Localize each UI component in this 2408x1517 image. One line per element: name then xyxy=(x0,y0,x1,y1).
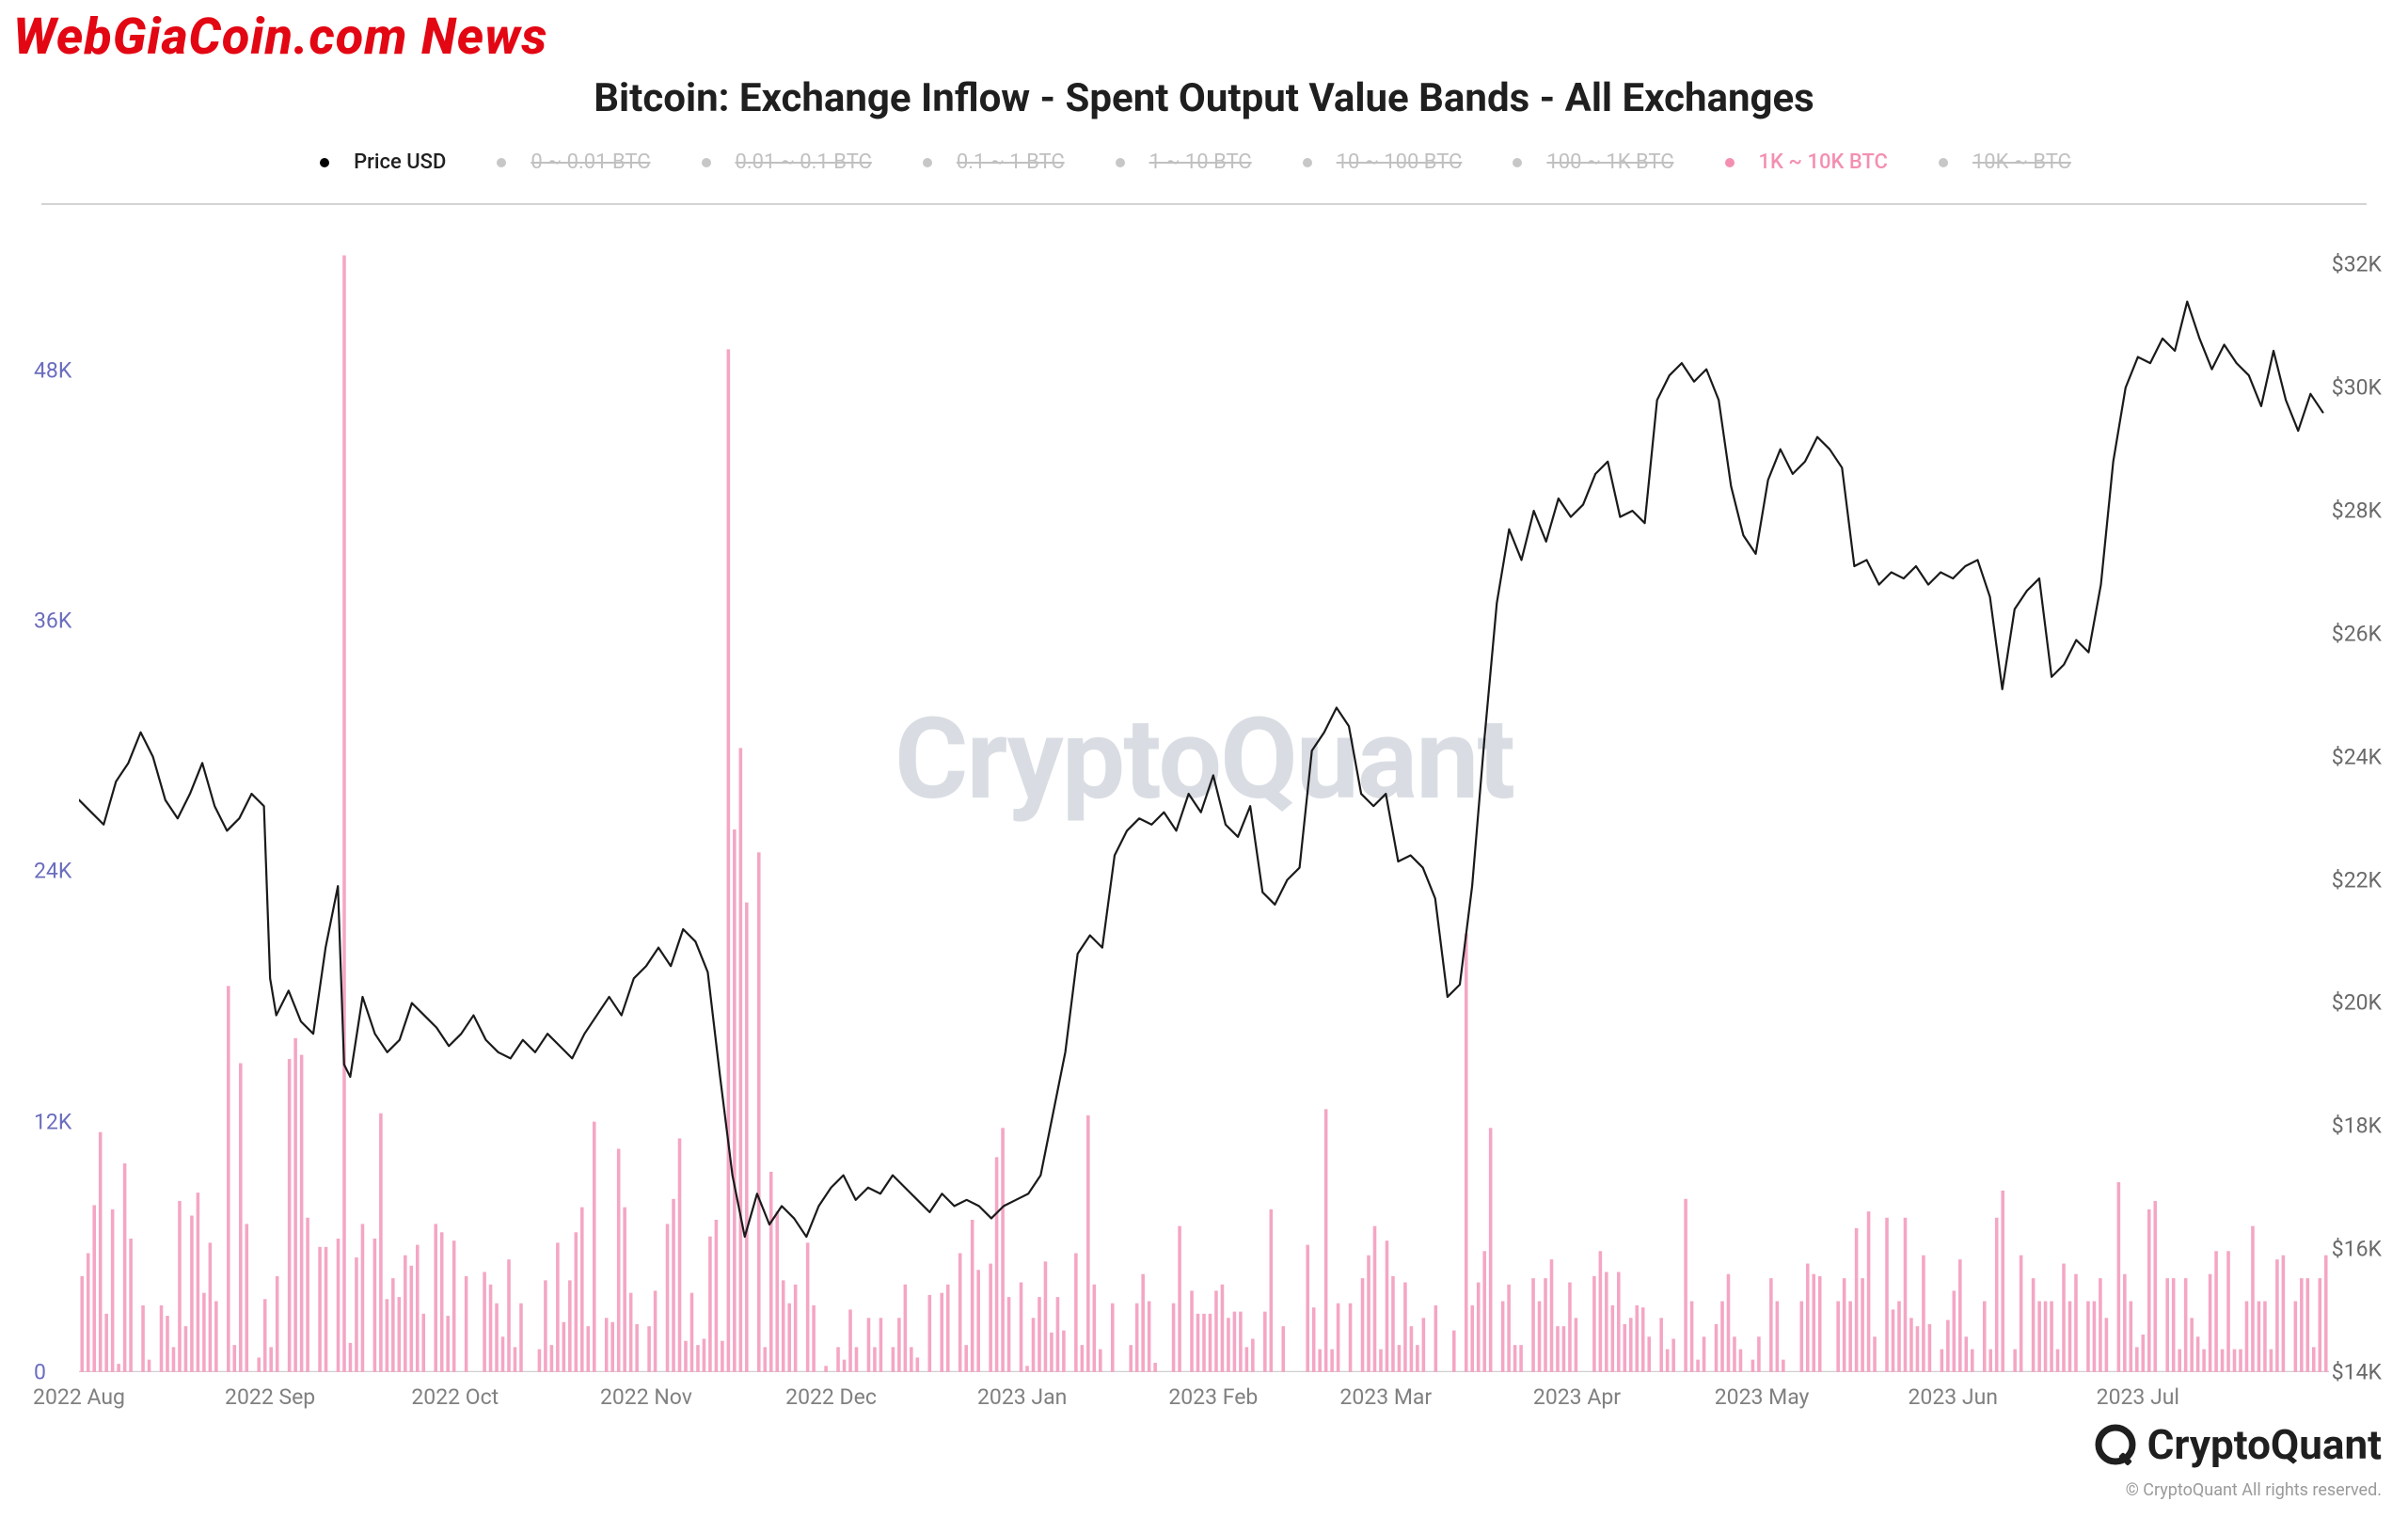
x-tick-label: 2022 Dec xyxy=(785,1384,877,1410)
legend-swatch xyxy=(320,158,329,167)
page-root: WebGiaCoin.com News Bitcoin: Exchange In… xyxy=(0,0,2408,1517)
y-right-tick-label: $24K xyxy=(2332,744,2382,769)
x-tick-label: 2023 May xyxy=(1715,1384,1810,1410)
legend-item[interactable]: 10 ~ 100 BTC xyxy=(1303,150,1480,174)
legend-label: 0.01 ~ 0.1 BTC xyxy=(736,150,872,174)
legend-item[interactable]: Price USD xyxy=(320,150,463,174)
x-tick-label: 2023 Jan xyxy=(977,1384,1067,1410)
y-left-tick-label: 36K xyxy=(34,608,71,633)
legend-label: 1 ~ 10 BTC xyxy=(1149,150,1252,174)
site-heading-text: WebGiaCoin.com News xyxy=(13,8,547,67)
legend-label: 100 ~ 1K BTC xyxy=(1546,150,1673,174)
legend-swatch xyxy=(1939,158,1948,167)
legend-label: 10K ~ BTC xyxy=(1972,150,2071,174)
legend-swatch xyxy=(497,158,506,167)
legend-swatch xyxy=(1116,158,1125,167)
legend-item[interactable]: 10K ~ BTC xyxy=(1939,150,2088,174)
y-right-tick-label: $16K xyxy=(2332,1237,2382,1262)
y-left-tick-label: 0 xyxy=(34,1360,46,1385)
x-tick-label: 2023 Jun xyxy=(1908,1384,1997,1410)
copyright-text: © CryptoQuant All rights reserved. xyxy=(2126,1480,2382,1500)
x-tick-label: 2022 Aug xyxy=(33,1384,125,1410)
y-right-tick-label: $30K xyxy=(2332,375,2382,401)
y-right-tick-label: $22K xyxy=(2332,867,2382,893)
chart-svg xyxy=(79,203,2329,1372)
chart-title: Bitcoin: Exchange Inflow - Spent Output … xyxy=(0,75,2408,121)
x-tick-label: 2022 Nov xyxy=(600,1384,692,1410)
y-right-tick-label: $26K xyxy=(2332,621,2382,646)
legend-label: 10 ~ 100 BTC xyxy=(1337,150,1463,174)
y-left-tick-label: 24K xyxy=(34,859,71,884)
legend-swatch xyxy=(702,158,711,167)
y-right-tick-label: $20K xyxy=(2332,990,2382,1016)
brand-logo-icon xyxy=(2095,1424,2136,1465)
x-tick-label: 2022 Oct xyxy=(411,1384,499,1410)
y-right-tick-label: $32K xyxy=(2332,252,2382,277)
legend-label: Price USD xyxy=(354,150,446,174)
y-right-tick-label: $28K xyxy=(2332,498,2382,524)
legend-swatch xyxy=(1303,158,1312,167)
legend-item[interactable]: 1K ~ 10K BTC xyxy=(1725,150,1905,174)
legend-label: 0 ~ 0.01 BTC xyxy=(531,150,650,174)
y-left-tick-label: 12K xyxy=(34,1109,71,1134)
footer: CryptoQuant © CryptoQuant All rights res… xyxy=(0,1420,2382,1500)
brand: CryptoQuant xyxy=(2095,1420,2382,1469)
legend-item[interactable]: 0.01 ~ 0.1 BTC xyxy=(702,150,889,174)
x-tick-label: 2022 Sep xyxy=(225,1384,315,1410)
y-left-tick-label: 48K xyxy=(34,357,71,383)
legend-swatch xyxy=(1513,158,1522,167)
x-tick-label: 2023 Jul xyxy=(2097,1384,2179,1410)
legend-item[interactable]: 0 ~ 0.01 BTC xyxy=(497,150,667,174)
legend-swatch xyxy=(1725,158,1735,167)
site-heading: WebGiaCoin.com News xyxy=(13,8,547,67)
legend-label: 0.1 ~ 1 BTC xyxy=(957,150,1065,174)
chart-legend: Price USD 0 ~ 0.01 BTC 0.01 ~ 0.1 BTC 0.1 ~… xyxy=(0,149,2408,174)
x-tick-label: 2023 Apr xyxy=(1533,1384,1621,1410)
y-right-tick-label: $14K xyxy=(2332,1360,2382,1385)
legend-item[interactable]: 0.1 ~ 1 BTC xyxy=(923,150,1082,174)
legend-label: 1K ~ 10K BTC xyxy=(1759,150,1888,174)
brand-name: CryptoQuant xyxy=(2147,1420,2382,1469)
legend-item[interactable]: 1 ~ 10 BTC xyxy=(1116,150,1269,174)
legend-swatch xyxy=(923,158,932,167)
y-right-tick-label: $18K xyxy=(2332,1114,2382,1139)
legend-item[interactable]: 100 ~ 1K BTC xyxy=(1513,150,1690,174)
chart-plot-area: CryptoQuant 012K24K36K48K$14K$16K$18K$20… xyxy=(79,203,2329,1372)
x-tick-label: 2023 Mar xyxy=(1339,1384,1432,1410)
x-tick-label: 2023 Feb xyxy=(1168,1384,1258,1410)
